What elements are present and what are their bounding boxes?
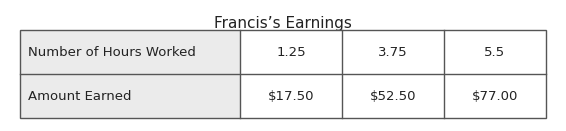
Text: $52.50: $52.50 <box>370 89 416 102</box>
Text: Amount Earned: Amount Earned <box>28 89 132 102</box>
Text: $17.50: $17.50 <box>268 89 314 102</box>
Text: Number of Hours Worked: Number of Hours Worked <box>28 45 196 59</box>
Text: $77.00: $77.00 <box>472 89 518 102</box>
Text: Francis’s Earnings: Francis’s Earnings <box>214 16 352 31</box>
Text: 3.75: 3.75 <box>378 45 408 59</box>
Text: 1.25: 1.25 <box>276 45 306 59</box>
Text: 5.5: 5.5 <box>484 45 505 59</box>
